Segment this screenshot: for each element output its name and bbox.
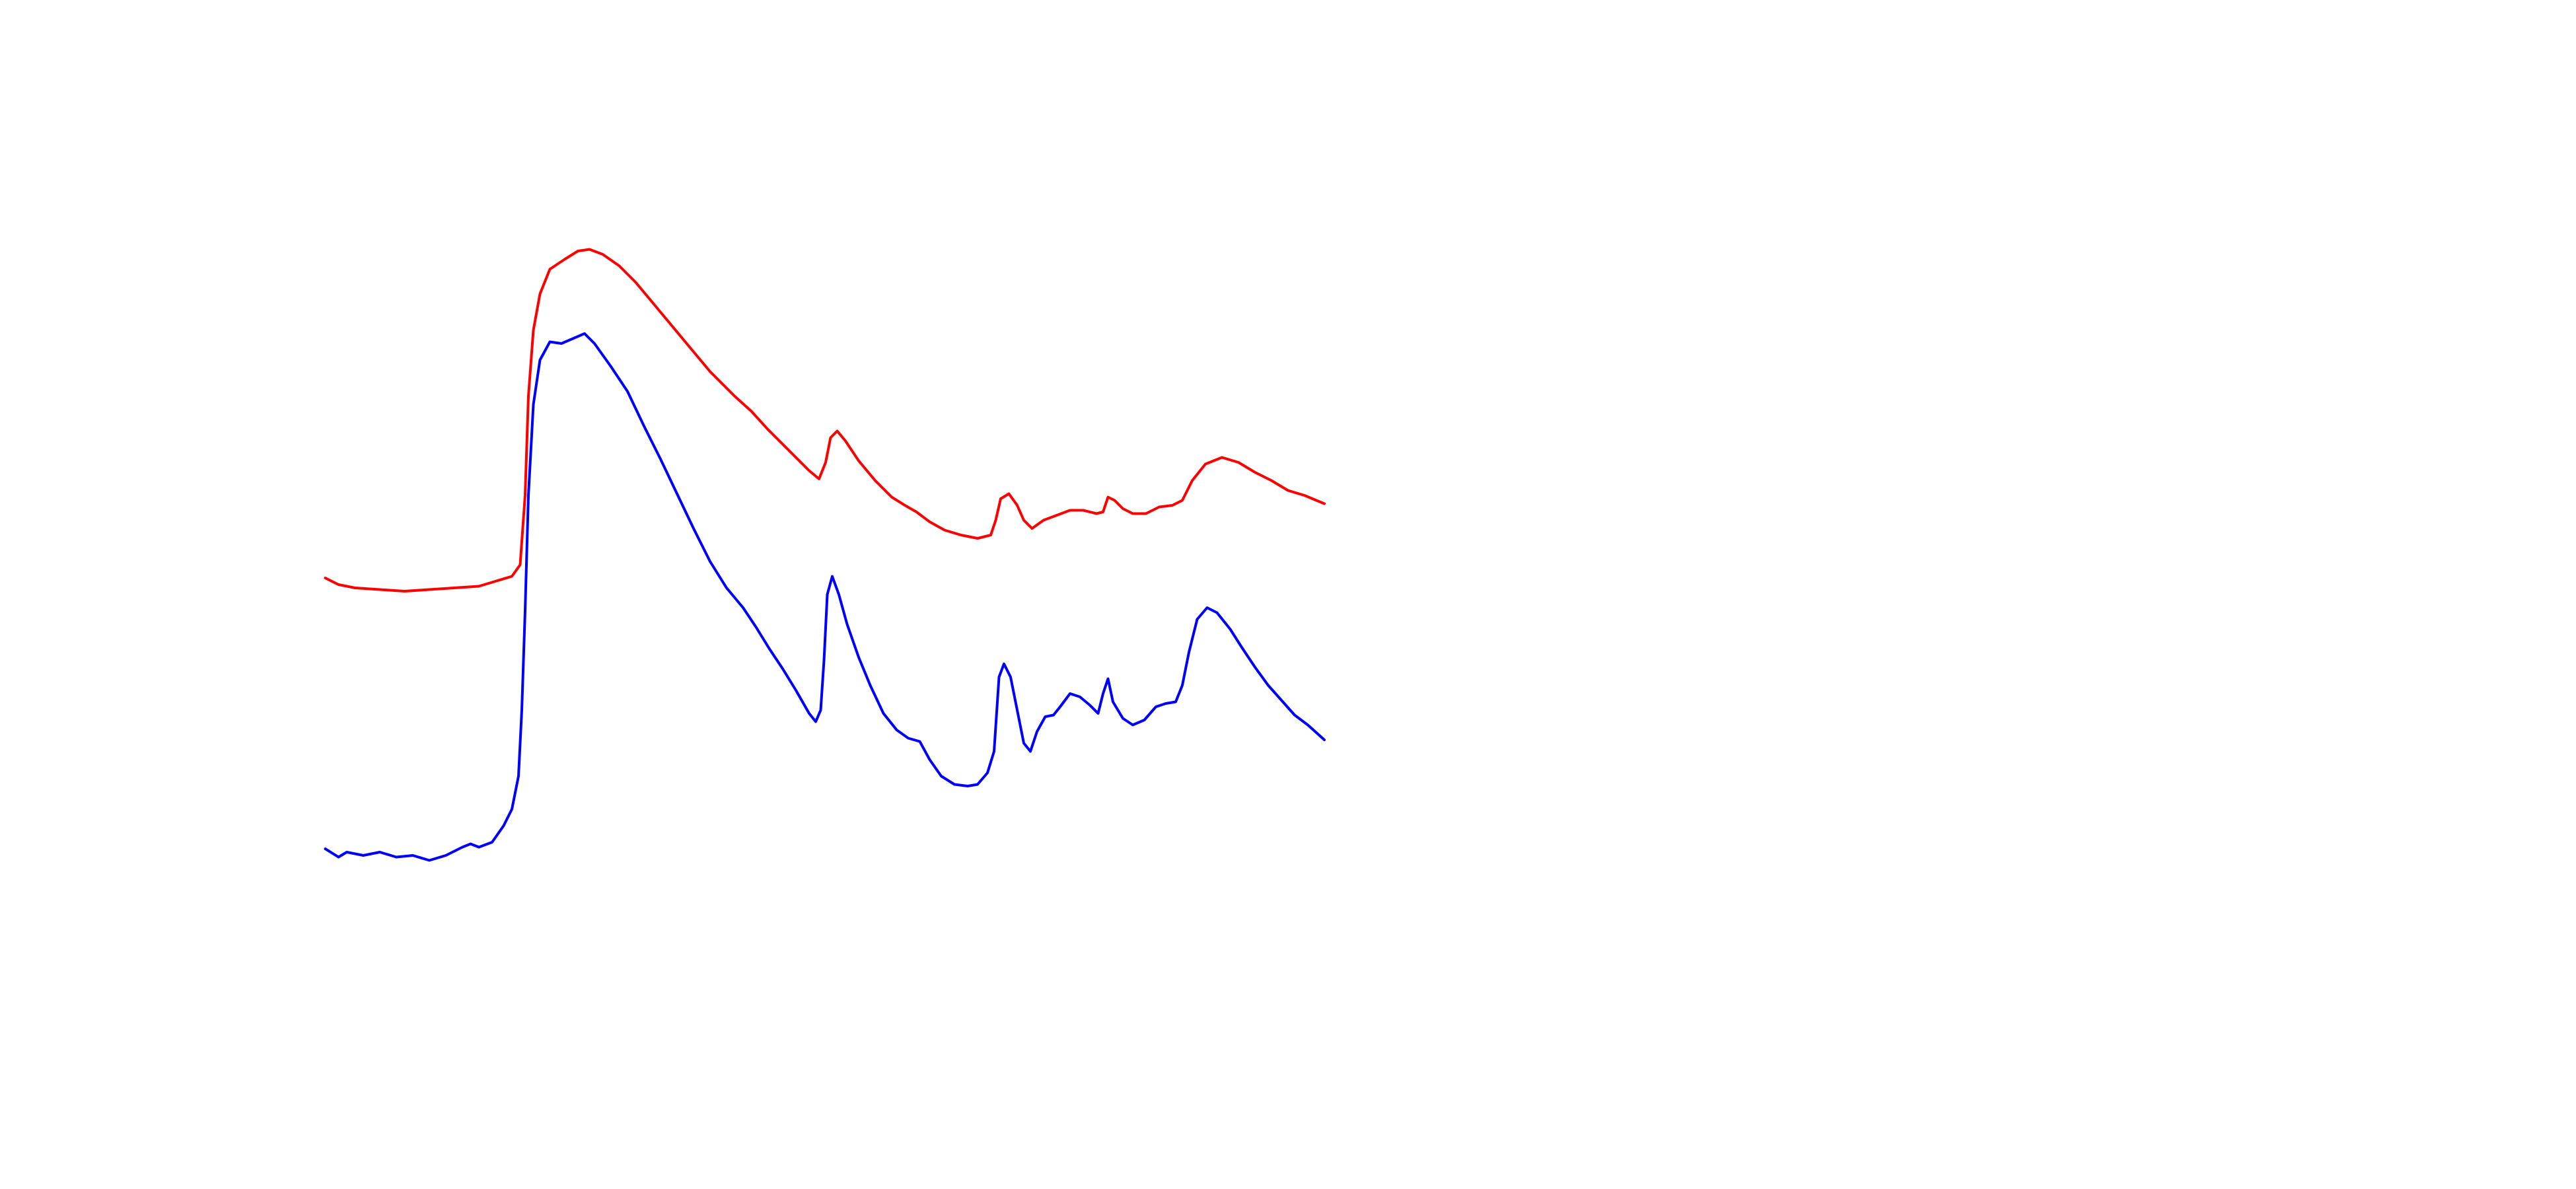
line-series [324,332,1326,862]
line-series [324,248,1326,593]
